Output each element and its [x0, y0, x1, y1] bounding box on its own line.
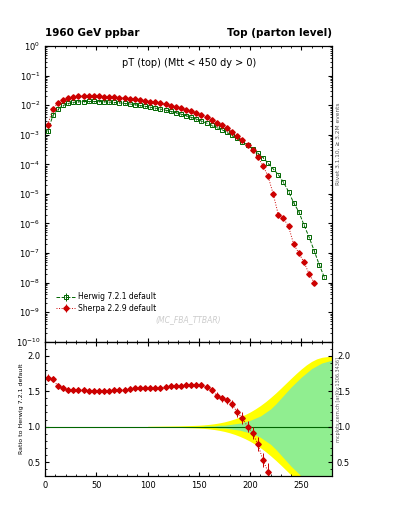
Text: Top (parton level): Top (parton level): [227, 28, 332, 38]
Y-axis label: Ratio to Herwig 7.2.1 default: Ratio to Herwig 7.2.1 default: [19, 364, 24, 454]
Text: 1960 GeV ppbar: 1960 GeV ppbar: [45, 28, 140, 38]
Text: pT (top) (Mtt < 450 dy > 0): pT (top) (Mtt < 450 dy > 0): [121, 58, 256, 68]
Text: mcplots.cern.ch [arXiv:1306.3436]: mcplots.cern.ch [arXiv:1306.3436]: [336, 357, 341, 442]
Legend: Herwig 7.2.1 default, Sherpa 2.2.9 default: Herwig 7.2.1 default, Sherpa 2.2.9 defau…: [55, 291, 158, 314]
Text: Rivet 3.1.10, ≥ 3.2M events: Rivet 3.1.10, ≥ 3.2M events: [336, 102, 341, 185]
Text: (MC_FBA_TTBAR): (MC_FBA_TTBAR): [156, 315, 221, 324]
